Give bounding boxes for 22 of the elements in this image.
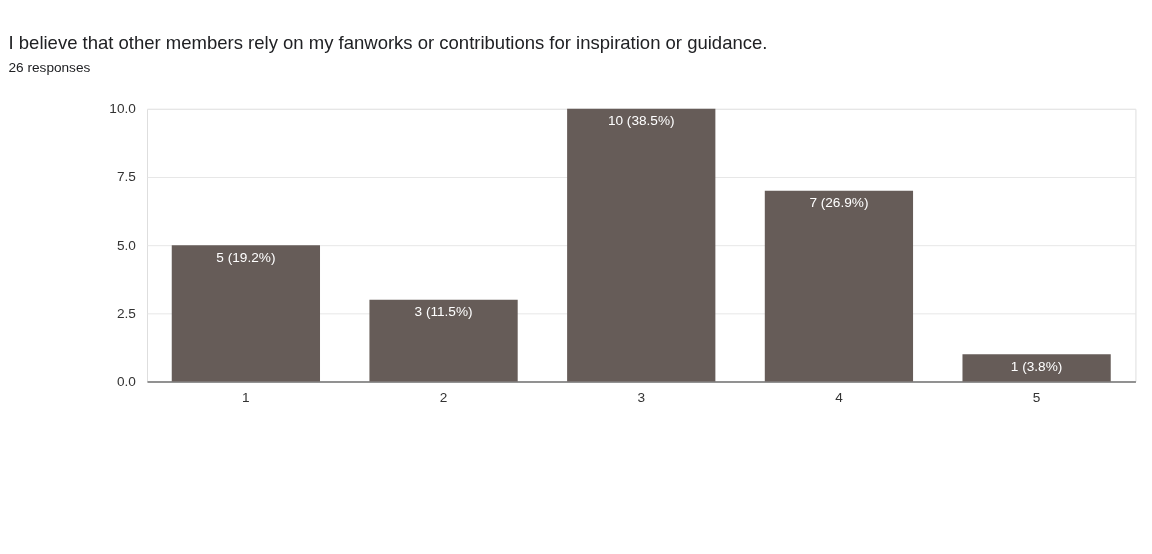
- y-tick-label: 10.0: [109, 101, 137, 117]
- chart-subtitle: 26 responses: [8, 59, 91, 75]
- x-tick-label: 2: [439, 390, 448, 406]
- x-tick-label: 1: [242, 390, 250, 406]
- bar: [171, 245, 321, 382]
- bar: [369, 299, 518, 382]
- data-label: 5 (19.2%): [216, 249, 276, 265]
- x-tick-label: 3: [637, 390, 646, 406]
- y-tick-label: 0.0: [116, 373, 137, 389]
- x-tick-label: 4: [835, 390, 844, 406]
- y-tick-label: 5.0: [116, 237, 137, 253]
- x-tick-label: 5: [1032, 390, 1041, 406]
- data-label: 7 (26.9%): [809, 195, 869, 211]
- y-tick-label: 7.5: [116, 169, 136, 185]
- chart-title: I believe that other members rely on my fanworks or contributions for inspiration or guidance.: [8, 32, 768, 54]
- data-label: 1 (3.8%): [1010, 358, 1063, 374]
- data-label: 3 (11.5%): [414, 304, 473, 320]
- data-label: 10 (38.5%): [607, 113, 675, 129]
- bar: [962, 354, 1111, 382]
- bar: [764, 190, 914, 382]
- bar: [567, 108, 716, 382]
- y-tick-label: 2.5: [116, 305, 136, 321]
